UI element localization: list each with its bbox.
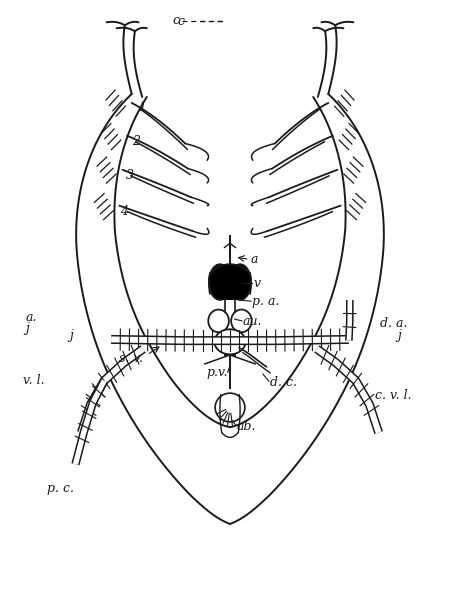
Text: ab.: ab.	[236, 420, 256, 433]
Text: p. c.: p. c.	[47, 482, 74, 494]
Text: d. c.: d. c.	[269, 376, 297, 389]
Text: a.: a.	[25, 311, 37, 325]
Text: s. v.: s. v.	[119, 352, 143, 365]
Ellipse shape	[208, 264, 230, 300]
Text: 1: 1	[137, 101, 146, 114]
Text: p. a.: p. a.	[252, 295, 279, 308]
Ellipse shape	[208, 310, 229, 332]
Text: a: a	[250, 253, 257, 266]
Text: v. l.: v. l.	[23, 374, 45, 387]
Ellipse shape	[214, 329, 245, 355]
FancyBboxPatch shape	[220, 264, 239, 300]
Text: v: v	[253, 277, 260, 290]
Text: 2: 2	[131, 135, 140, 148]
Text: 4: 4	[120, 205, 128, 218]
Text: c. v. l.: c. v. l.	[375, 389, 411, 402]
Text: j: j	[25, 322, 29, 335]
Text: p.v.: p.v.	[206, 367, 227, 379]
Ellipse shape	[215, 393, 244, 422]
Text: c: c	[177, 14, 184, 28]
Text: d. a.: d. a.	[379, 317, 407, 331]
Text: j: j	[69, 329, 73, 343]
Ellipse shape	[230, 310, 251, 332]
Text: au.: au.	[242, 315, 262, 328]
Text: j: j	[396, 329, 400, 343]
Text: 3: 3	[125, 169, 134, 182]
Text: c: c	[172, 14, 179, 27]
Ellipse shape	[229, 264, 251, 300]
